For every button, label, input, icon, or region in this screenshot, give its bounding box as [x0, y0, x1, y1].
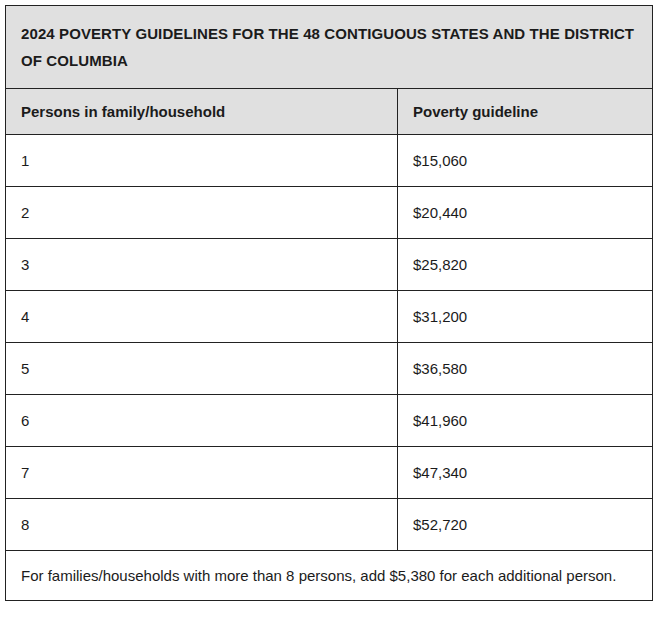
guideline-cell: $41,960 [397, 395, 652, 447]
table-row: 5 $36,580 [6, 343, 652, 395]
persons-cell: 1 [6, 135, 397, 187]
table-row: 3 $25,820 [6, 239, 652, 291]
persons-cell: 4 [6, 291, 397, 343]
guideline-cell: $20,440 [397, 187, 652, 239]
guideline-cell: $52,720 [397, 499, 652, 551]
table-row: 1 $15,060 [6, 135, 652, 187]
guideline-cell: $15,060 [397, 135, 652, 187]
persons-cell: 5 [6, 343, 397, 395]
table-row: 6 $41,960 [6, 395, 652, 447]
table-row: 7 $47,340 [6, 447, 652, 499]
poverty-guidelines-table: Persons in family/household Poverty guid… [6, 89, 652, 600]
table-row: 4 $31,200 [6, 291, 652, 343]
table-title: 2024 POVERTY GUIDELINES FOR THE 48 CONTI… [6, 6, 652, 89]
poverty-guidelines-card: 2024 POVERTY GUIDELINES FOR THE 48 CONTI… [5, 5, 653, 601]
table-row: 8 $52,720 [6, 499, 652, 551]
persons-cell: 3 [6, 239, 397, 291]
table-row: 2 $20,440 [6, 187, 652, 239]
table-footnote-row: For families/households with more than 8… [6, 551, 652, 601]
column-header-persons: Persons in family/household [6, 89, 397, 135]
persons-cell: 6 [6, 395, 397, 447]
persons-cell: 2 [6, 187, 397, 239]
table-footnote: For families/households with more than 8… [6, 551, 652, 601]
column-header-guideline: Poverty guideline [397, 89, 652, 135]
guideline-cell: $47,340 [397, 447, 652, 499]
table-header-row: Persons in family/household Poverty guid… [6, 89, 652, 135]
guideline-cell: $31,200 [397, 291, 652, 343]
guideline-cell: $36,580 [397, 343, 652, 395]
persons-cell: 7 [6, 447, 397, 499]
guideline-cell: $25,820 [397, 239, 652, 291]
persons-cell: 8 [6, 499, 397, 551]
